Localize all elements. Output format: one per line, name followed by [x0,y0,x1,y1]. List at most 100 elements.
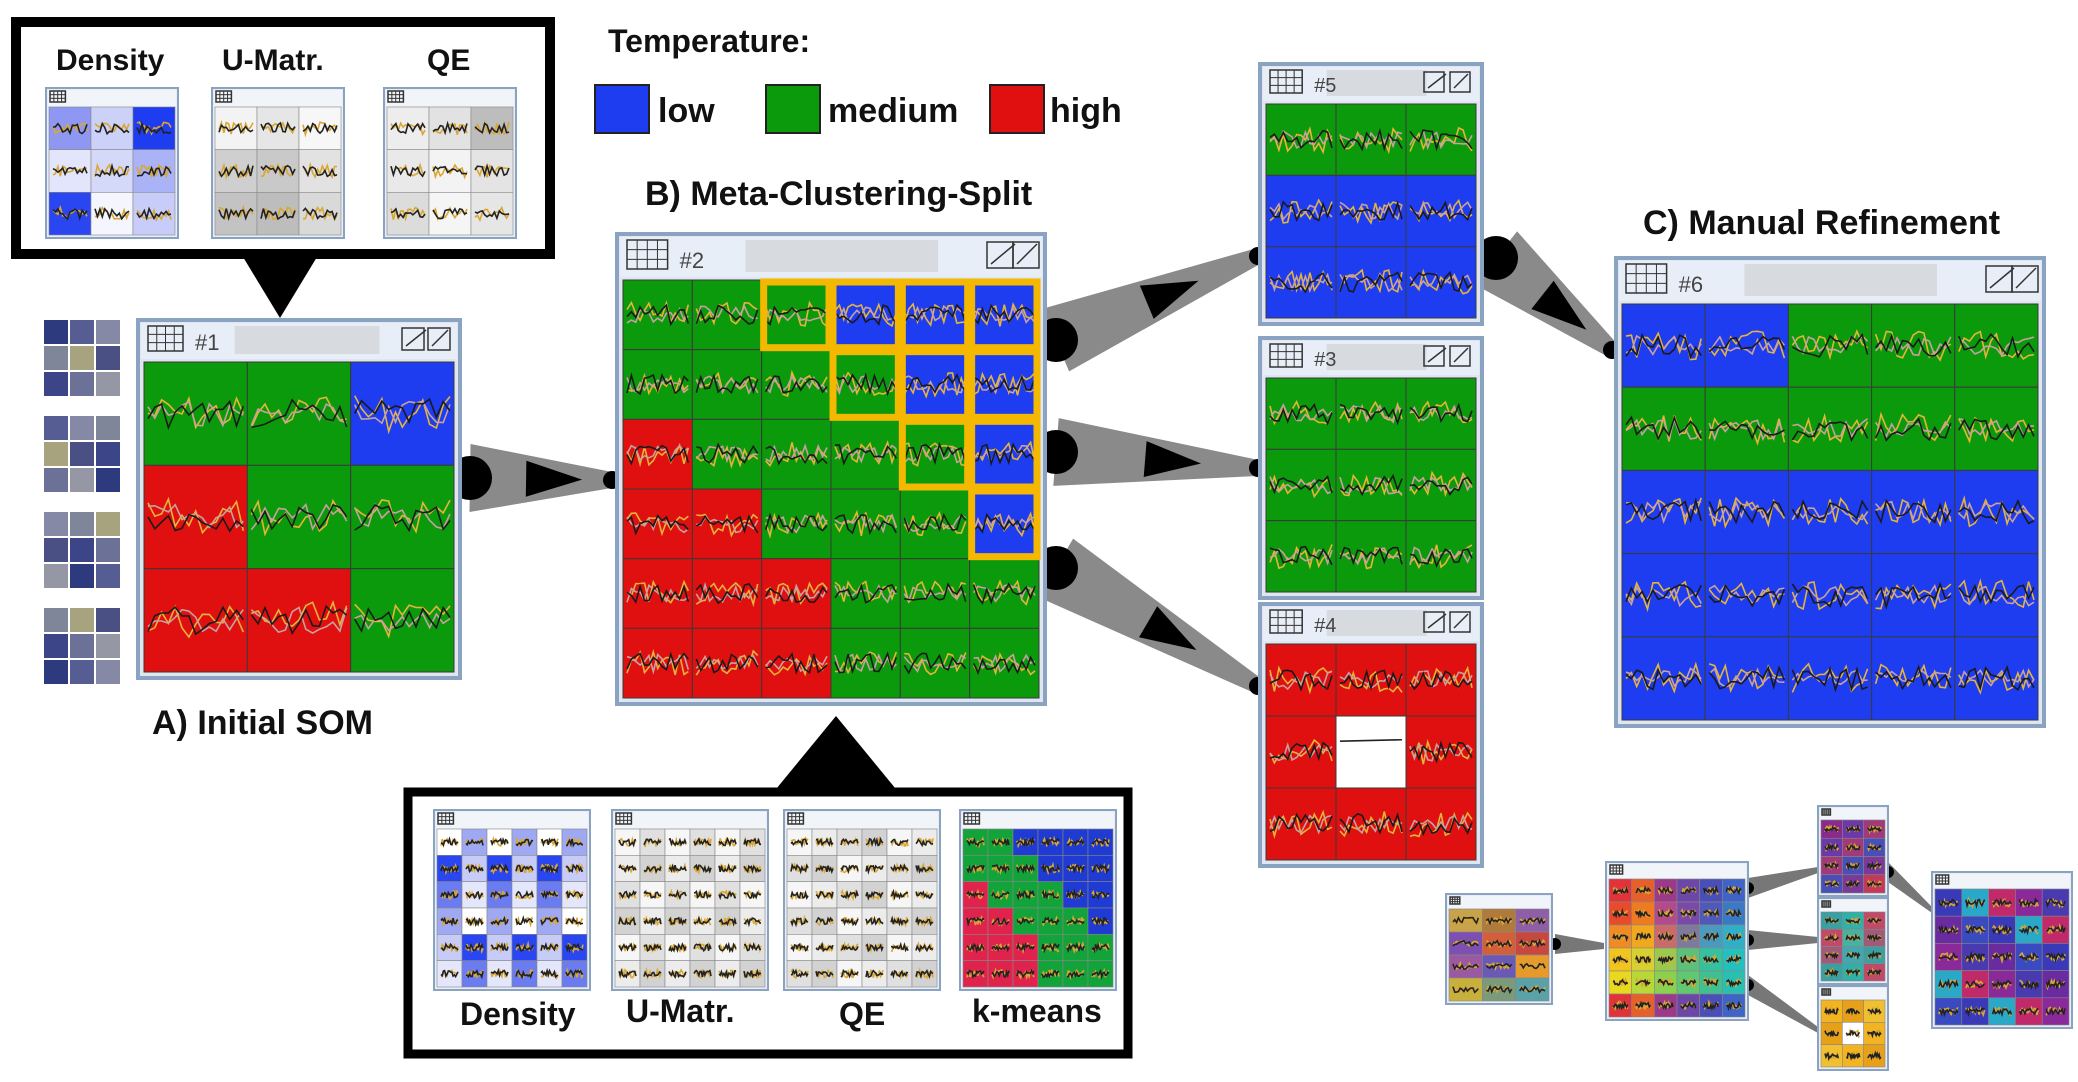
som-cell[interactable] [899,279,971,351]
som-cell[interactable] [969,349,1040,420]
som-cell[interactable] [1871,636,1956,721]
som-cell[interactable] [691,488,763,560]
som-window-6[interactable]: #6 [1614,256,2046,728]
som-cell[interactable] [761,488,832,560]
som-cell[interactable] [691,627,763,699]
inset-top-umatrix-map[interactable] [211,87,345,239]
som-cell[interactable] [899,349,971,420]
som-cell[interactable] [143,568,248,673]
titlebar-drag-area[interactable] [234,326,380,354]
som-window-2[interactable]: #2 [615,232,1047,706]
som-cell[interactable] [969,627,1040,699]
som-cell[interactable] [622,349,693,420]
som-cell[interactable] [1335,246,1407,319]
som-cell[interactable] [1871,553,1956,638]
maximize-icon[interactable] [1449,345,1471,367]
som-cell[interactable] [246,361,352,466]
titlebar-drag-area[interactable] [1744,264,1937,296]
mini-window-3[interactable] [1817,897,1889,985]
som-cell[interactable] [1265,715,1337,789]
som-cell[interactable] [1704,469,1789,555]
som-cell[interactable] [691,349,763,420]
som-cell[interactable] [1265,520,1337,593]
som-cell[interactable] [1954,386,2039,471]
som-cell[interactable] [969,279,1040,351]
som-cell[interactable] [1405,520,1477,593]
inset-top-density-map[interactable] [45,87,179,239]
som-cell[interactable] [1704,303,1789,388]
som-cell[interactable] [1871,303,1956,388]
inset-bottom-umatrix-map[interactable] [611,809,769,991]
som-cell[interactable] [969,558,1040,629]
som-cell[interactable] [1405,377,1477,450]
som-cell[interactable] [899,558,971,629]
som-cell[interactable] [143,361,248,466]
som-cell[interactable] [1265,448,1337,522]
som-cell[interactable] [1405,787,1477,861]
som-thumbnail[interactable] [44,320,120,396]
som-cell[interactable] [761,349,832,420]
som-cell[interactable] [830,627,901,699]
som-cell[interactable] [1871,469,1956,555]
som-cell[interactable] [1621,636,1706,721]
som-window-3[interactable]: #3 [1258,336,1484,600]
som-window-4[interactable]: #4 [1258,602,1484,868]
som-cell[interactable] [1405,103,1477,176]
som-cell[interactable] [622,558,693,629]
som-cell[interactable] [1787,386,1873,471]
maximize-icon[interactable] [1449,71,1471,93]
som-cell[interactable] [1787,469,1873,555]
som-cell[interactable] [1335,643,1407,717]
som-cell[interactable] [1621,553,1706,638]
som-cell[interactable] [350,568,455,673]
som-cell[interactable] [830,349,901,420]
som-thumbnail[interactable] [44,608,120,684]
som-cell[interactable] [1621,469,1706,555]
som-cell[interactable] [830,418,901,490]
mini-window-4[interactable] [1817,985,1889,1071]
som-cell[interactable] [1405,715,1477,789]
som-cell[interactable] [1265,174,1337,248]
som-cell[interactable] [830,279,901,351]
titlebar-drag-area[interactable] [1326,610,1427,636]
som-cell[interactable] [1704,553,1789,638]
titlebar-drag-area[interactable] [1326,70,1427,96]
som-cell[interactable] [761,558,832,629]
som-cell[interactable] [1265,103,1337,176]
som-cell[interactable] [1954,553,2039,638]
som-cell[interactable] [1871,386,1956,471]
som-thumbnail[interactable] [44,416,120,492]
som-cell[interactable] [1265,377,1337,450]
som-cell[interactable] [830,488,901,560]
maximize-icon[interactable] [2011,265,2039,293]
som-cell[interactable] [1335,448,1407,522]
maximize-icon[interactable] [1012,241,1040,269]
som-cell[interactable] [1704,386,1789,471]
minimize-icon[interactable] [401,327,427,351]
som-cell[interactable] [1787,636,1873,721]
titlebar-drag-area[interactable] [1326,344,1427,370]
som-cell[interactable] [761,627,832,699]
inset-bottom-kmeans-map[interactable] [959,809,1117,991]
som-thumbnail[interactable] [44,512,120,588]
som-cell[interactable] [691,558,763,629]
som-cell[interactable] [1335,377,1407,450]
som-window-1[interactable]: #1 [136,318,462,680]
som-cell[interactable] [1405,174,1477,248]
som-cell[interactable] [1265,787,1337,861]
som-cell[interactable] [622,488,693,560]
maximize-icon[interactable] [1449,611,1471,633]
som-cell[interactable] [1787,553,1873,638]
som-cell[interactable] [1621,386,1706,471]
som-cell[interactable] [246,568,352,673]
som-cell[interactable] [1335,103,1407,176]
som-cell[interactable] [899,488,971,560]
mini-window-6[interactable] [1931,871,2073,1029]
som-cell[interactable] [830,558,901,629]
som-cell[interactable] [1787,303,1873,388]
minimize-icon[interactable] [1423,345,1447,367]
mini-window-2[interactable] [1605,861,1749,1021]
som-cell[interactable] [691,279,763,351]
maximize-icon[interactable] [427,327,451,351]
som-cell[interactable] [1335,715,1407,789]
